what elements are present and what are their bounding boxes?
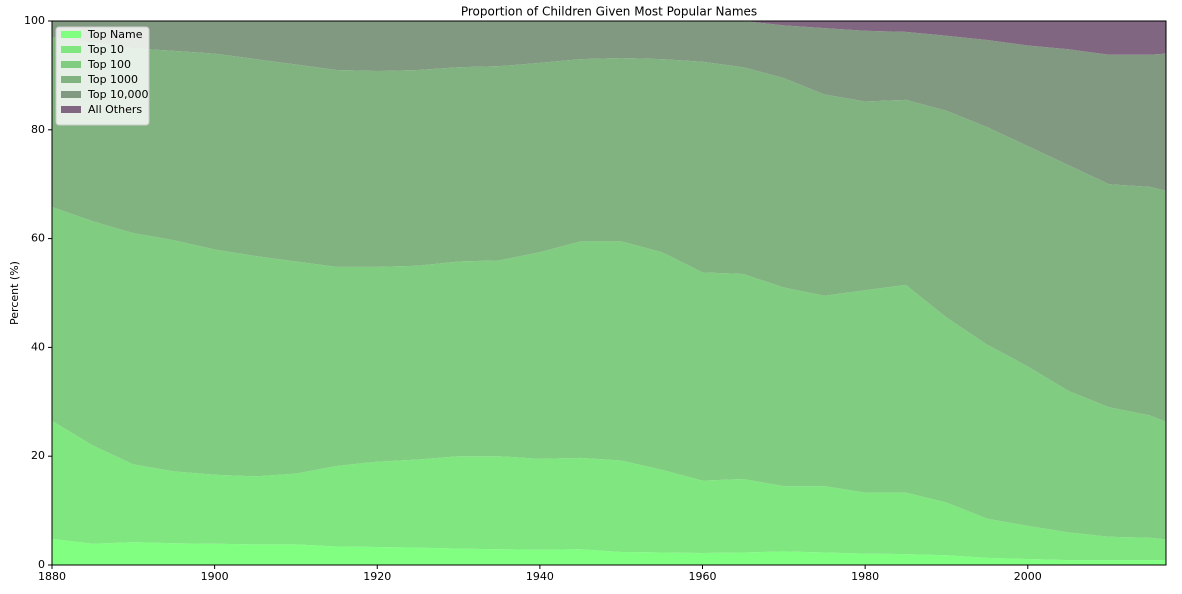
- legend-swatch: [61, 106, 81, 113]
- y-tick-label: 100: [24, 14, 45, 27]
- y-axis-label: Percent (%): [8, 261, 21, 325]
- x-tick-label: 1960: [689, 570, 717, 583]
- legend-label: All Others: [88, 103, 142, 116]
- area: [52, 207, 1166, 540]
- y-tick-label: 80: [31, 123, 45, 136]
- y-tick-label: 20: [31, 449, 45, 462]
- area: [52, 21, 1166, 191]
- legend-label: Top 100: [87, 58, 131, 71]
- x-tick-label: 1940: [526, 570, 554, 583]
- x-tick-label: 1920: [363, 570, 391, 583]
- x-tick-label: 1900: [201, 570, 229, 583]
- plot-frame: [51, 20, 1167, 566]
- x-tick-label: 1980: [851, 570, 879, 583]
- legend-label: Top 10: [87, 43, 124, 56]
- area: [52, 538, 1166, 565]
- legend-label: Top Name: [87, 28, 143, 41]
- legend-swatch: [61, 31, 81, 38]
- y-tick-label: 40: [31, 340, 45, 353]
- legend-swatch: [61, 91, 81, 98]
- legend-swatch: [61, 76, 81, 83]
- area: [52, 21, 1166, 55]
- x-tick-label: 1880: [38, 570, 66, 583]
- y-tick-label: 0: [38, 558, 45, 571]
- x-tick-label: 2000: [1014, 570, 1042, 583]
- area: [52, 37, 1166, 422]
- chart-title: Proportion of Children Given Most Popula…: [461, 5, 757, 19]
- legend-swatch: [61, 46, 81, 53]
- legend-label: Top 1000: [87, 73, 138, 86]
- y-tick-label: 60: [31, 232, 45, 245]
- legend: Top Name Top 10 Top 100 Top 1000 Top 10,000 A…: [55, 26, 150, 126]
- legend-swatch: [61, 61, 81, 68]
- area: [52, 420, 1166, 561]
- legend-label: Top 10,000: [87, 88, 149, 101]
